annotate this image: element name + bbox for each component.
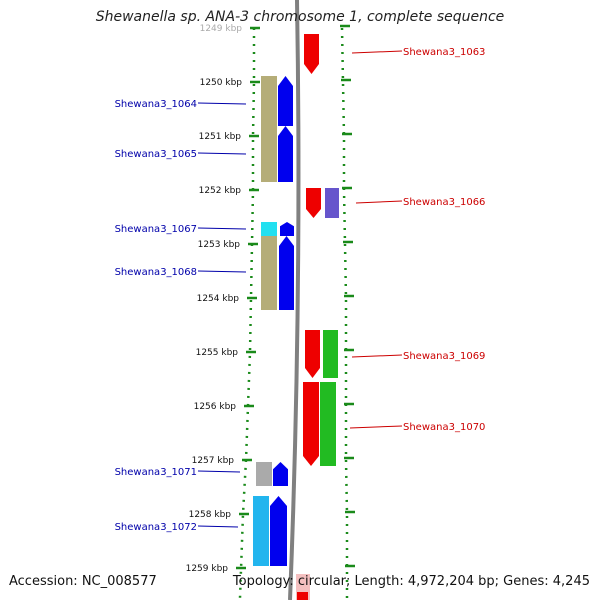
ruler-label: 1249 kbp — [200, 24, 243, 34]
gene-lane-right — [323, 330, 338, 378]
gene-label-right: Shewana3_1069 — [403, 351, 485, 362]
ruler-label: 1253 kbp — [198, 240, 241, 250]
ruler-label: 1256 kbp — [194, 402, 237, 412]
gene-arrow-left — [280, 222, 294, 236]
gene-arrow-left — [279, 236, 294, 310]
accession-label: Accession: NC_008577 — [9, 574, 157, 589]
gene-label-right: Shewana3_1066 — [403, 197, 485, 208]
chromosome-backbone — [288, 0, 301, 601]
left-ruler-line — [238, 28, 256, 599]
gene-pointer-left — [197, 470, 241, 473]
gene-label-right: Shewana3_1063 — [403, 47, 485, 58]
gene-pointer-right — [349, 425, 403, 429]
ruler-label: 1252 kbp — [199, 186, 242, 196]
gene-arrow-left — [273, 462, 288, 486]
ruler-label: 1258 kbp — [189, 510, 232, 520]
ruler-label: 1250 kbp — [200, 78, 243, 88]
gene-lane-left — [253, 496, 269, 566]
ruler-label: 1254 kbp — [197, 294, 240, 304]
gene-lane-left — [261, 76, 277, 182]
ruler-label: 1257 kbp — [192, 456, 235, 466]
gene-label-left: Shewana3_1065 — [115, 149, 197, 160]
gene-arrow-left — [278, 76, 293, 126]
gene-lane-right — [325, 188, 339, 218]
ruler-label: 1255 kbp — [196, 348, 239, 358]
gene-pointer-right — [351, 50, 403, 54]
map-title: Shewanella sp. ANA-3 chromosome 1, compl… — [95, 9, 505, 25]
gene-lane-left — [261, 236, 277, 310]
gene-pointer-left — [197, 227, 247, 230]
gene-label-left: Shewana3_1072 — [115, 522, 197, 533]
gene-label-left: Shewana3_1067 — [115, 224, 197, 235]
gene-pointer-right — [351, 354, 403, 358]
gene-lane-left — [261, 222, 277, 236]
gene-pointer-left — [197, 270, 247, 273]
gene-label-left: Shewana3_1071 — [115, 467, 197, 478]
gene-fragment-bottom-core — [297, 592, 308, 600]
ruler-label: 1251 kbp — [199, 132, 242, 142]
gene-arrow-left — [278, 126, 293, 182]
gene-label-left: Shewana3_1064 — [115, 99, 197, 110]
gene-lane-left — [256, 462, 272, 486]
gene-pointer-left — [197, 152, 247, 155]
gene-label-left: Shewana3_1068 — [115, 267, 197, 278]
gene-pointer-left — [197, 102, 247, 105]
gene-label-right: Shewana3_1070 — [403, 422, 485, 433]
gene-arrow-right — [304, 34, 319, 74]
ruler-label: 1259 kbp — [186, 564, 229, 574]
gene-arrow-right — [303, 382, 319, 466]
gene-arrow-left — [270, 496, 287, 566]
genome-summary: Topology: circular; Length: 4,972,204 bp… — [232, 574, 590, 589]
gene-lane-right — [320, 382, 336, 466]
gene-pointer-left — [197, 525, 239, 528]
gene-arrow-right — [305, 330, 320, 378]
gene-pointer-right — [355, 200, 403, 204]
gene-arrow-right — [306, 188, 321, 218]
